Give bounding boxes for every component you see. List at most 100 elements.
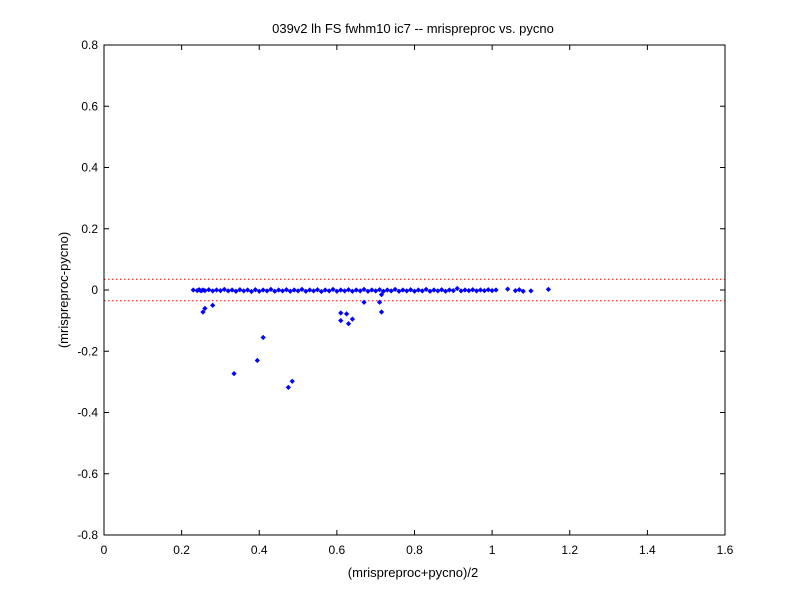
x-tick-label: 0	[101, 543, 108, 557]
data-point	[400, 287, 406, 293]
data-point	[373, 288, 379, 294]
y-tick-label: -0.4	[77, 406, 98, 420]
data-point	[295, 288, 301, 294]
data-point	[342, 288, 348, 294]
data-point	[287, 288, 293, 294]
data-point	[256, 288, 262, 294]
data-point	[435, 288, 441, 294]
data-point	[520, 288, 526, 294]
y-tick-label: 0.2	[81, 222, 98, 236]
data-point	[213, 287, 220, 293]
data-point	[338, 318, 344, 324]
chart-title: 039v2 lh FS fwhm10 ic7 -- mrispreproc vs…	[272, 21, 554, 36]
x-tick-label: 0.4	[251, 543, 268, 557]
data-point	[276, 287, 282, 293]
x-tick-label: 1.4	[639, 543, 656, 557]
data-point	[260, 287, 266, 293]
data-point	[353, 287, 359, 293]
data-points	[190, 285, 552, 391]
x-tick-label: 1.2	[561, 543, 578, 557]
data-point	[392, 286, 398, 293]
data-point	[200, 309, 206, 315]
data-point	[314, 287, 321, 293]
y-tick-label: 0.4	[81, 161, 98, 175]
data-point	[326, 288, 332, 294]
data-point	[357, 288, 363, 294]
data-point	[345, 321, 352, 327]
data-point	[254, 357, 260, 364]
data-point	[462, 287, 468, 293]
data-point	[411, 288, 418, 294]
data-point	[272, 288, 278, 294]
data-point	[285, 384, 291, 391]
data-point	[378, 291, 385, 298]
data-point	[248, 288, 255, 295]
y-tick-label: 0	[91, 283, 98, 297]
data-point	[233, 288, 239, 294]
data-point	[516, 287, 522, 293]
x-tick-label: 0.8	[406, 543, 423, 557]
data-point	[407, 287, 414, 293]
x-axis-label: (mrispreproc+pycno)/2	[348, 565, 478, 580]
data-point	[322, 287, 328, 293]
data-point	[477, 287, 484, 293]
y-tick-label: -0.6	[77, 467, 98, 481]
data-point	[376, 287, 383, 293]
data-point	[384, 287, 390, 293]
data-point	[545, 286, 552, 293]
data-point	[470, 287, 476, 293]
data-point	[289, 378, 295, 384]
data-point	[423, 286, 429, 293]
data-point	[396, 288, 402, 294]
data-point	[252, 287, 258, 293]
data-point	[378, 309, 385, 315]
data-point	[415, 287, 422, 293]
data-point	[244, 287, 251, 293]
data-point	[210, 302, 216, 308]
data-point	[190, 287, 196, 293]
data-point	[376, 299, 383, 305]
data-point	[361, 286, 367, 293]
data-point	[439, 287, 445, 293]
data-point	[217, 287, 224, 294]
x-tick-label: 0.2	[173, 543, 190, 557]
y-tick-label: 0.8	[81, 38, 98, 52]
x-tick-label: 0.6	[329, 543, 346, 557]
data-point	[318, 288, 324, 295]
data-point	[291, 287, 297, 293]
data-point	[427, 288, 433, 294]
data-point	[431, 287, 437, 293]
data-point	[221, 286, 227, 293]
data-point	[264, 288, 270, 294]
data-point	[338, 287, 344, 293]
data-point	[310, 288, 317, 294]
data-point	[279, 288, 286, 294]
data-point	[505, 286, 511, 292]
ticks: 0 0.2 0.4 0.6 0.8 1 1.2 1.4 1.6 -0.8 -0.6 -0.4 -0.2 0…	[77, 38, 733, 557]
data-point	[283, 287, 290, 293]
x-tick-label: 1	[489, 543, 496, 557]
data-point	[345, 287, 352, 293]
data-point	[404, 288, 410, 294]
y-tick-label: -0.2	[77, 344, 98, 358]
data-point	[202, 305, 208, 311]
data-point	[485, 287, 491, 293]
data-point	[380, 288, 387, 294]
data-point	[365, 288, 371, 294]
data-point	[334, 288, 340, 294]
data-point	[206, 287, 212, 293]
data-point	[229, 287, 235, 293]
y-axis-label: (mrispreproc-pycno)	[56, 232, 71, 348]
data-point	[307, 287, 313, 293]
data-point	[237, 287, 243, 293]
data-point	[446, 287, 453, 293]
data-point	[299, 286, 305, 293]
data-point	[388, 288, 394, 294]
data-point	[419, 288, 425, 294]
data-point	[349, 316, 356, 322]
y-tick-label: 0.6	[81, 99, 98, 113]
data-point	[442, 288, 449, 294]
data-point	[528, 288, 534, 294]
data-point	[369, 287, 375, 293]
